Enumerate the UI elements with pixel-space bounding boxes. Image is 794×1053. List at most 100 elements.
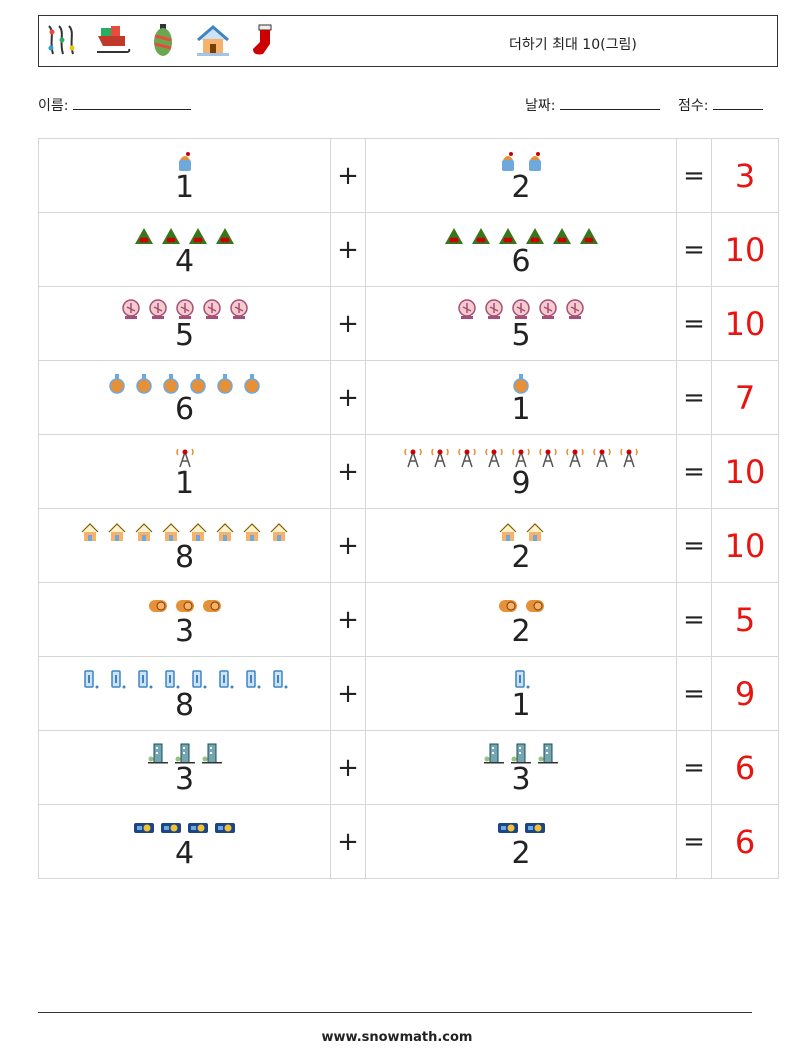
addend-b-icons	[366, 518, 676, 542]
sleigh-icon	[97, 26, 131, 53]
house-icon	[216, 522, 234, 541]
addend-a-icons	[39, 296, 330, 320]
addend-b-icons	[366, 296, 676, 320]
name-label: 이름:	[38, 98, 69, 114]
addend-a-cell: 6	[38, 360, 331, 435]
tower-icon	[566, 448, 584, 467]
holly-icon	[579, 227, 598, 244]
bucket-icon	[178, 151, 191, 171]
score-field: 점수:	[678, 95, 763, 115]
addend-a-cell: 3	[38, 582, 331, 657]
tower-icon	[512, 448, 530, 467]
equals-sign: =	[676, 212, 712, 287]
house-icon	[135, 522, 153, 541]
log-icon	[498, 599, 517, 612]
addend-a-cell: 8	[38, 508, 331, 583]
log-icon	[202, 599, 221, 612]
plus-sign: +	[330, 730, 366, 805]
problem-row: 3 +3 = 6	[38, 730, 779, 805]
answer[interactable]: 10	[711, 434, 779, 509]
projector-icon	[134, 822, 154, 833]
addend-b-icons	[366, 814, 676, 838]
answer[interactable]: 7	[711, 360, 779, 435]
date-blank[interactable]	[559, 95, 660, 110]
addend-a-cell: 1	[38, 138, 331, 213]
addend-b-cell: 2	[365, 804, 677, 879]
addend-a: 3	[174, 613, 195, 649]
problem-row: 5 +5 = 10	[38, 286, 779, 361]
answer[interactable]: 5	[711, 582, 779, 657]
answer[interactable]: 10	[711, 508, 779, 583]
tower-icon	[485, 448, 503, 467]
ornament-icon	[154, 24, 172, 56]
addend-b: 2	[511, 835, 531, 871]
snowglobe-icon	[148, 298, 167, 319]
tower-icon	[539, 448, 557, 467]
building-icon	[538, 743, 558, 763]
problems-table: 1 +2 = 3 4 +6 = 10 5 +5 = 10 6 +1 = 7 1 +9 = 10 8 +2 = 10 3 +2 = 5 8…	[38, 138, 779, 879]
tower-icon	[458, 448, 476, 467]
addend-a: 8	[174, 539, 195, 575]
stocking-icon	[253, 24, 272, 55]
projector-icon	[215, 822, 235, 833]
answer[interactable]: 10	[711, 212, 779, 287]
tower-icon	[404, 448, 422, 467]
building-icon	[484, 743, 504, 763]
answer[interactable]: 6	[711, 804, 779, 879]
log-icon	[175, 599, 194, 612]
house-icon	[499, 522, 516, 541]
building-icon	[174, 743, 195, 763]
addend-a-cell: 5	[38, 286, 331, 361]
holly-icon	[444, 227, 463, 244]
building-icon	[147, 743, 168, 763]
projector-icon	[161, 822, 181, 833]
bucket-icon	[501, 151, 514, 171]
score-blank[interactable]	[712, 95, 763, 110]
lantern-icon	[515, 669, 530, 688]
addend-b-icons	[366, 444, 676, 468]
house-icon	[526, 522, 543, 541]
equals-sign: =	[676, 730, 712, 805]
addend-a-icons	[39, 814, 330, 838]
answer[interactable]: 3	[711, 138, 779, 213]
name-field: 이름:	[38, 95, 191, 115]
addend-b: 2	[511, 169, 531, 205]
equals-sign: =	[676, 582, 712, 657]
projector-icon	[188, 822, 208, 833]
equals-sign: =	[676, 656, 712, 731]
answer[interactable]: 6	[711, 730, 779, 805]
addend-b: 1	[511, 687, 531, 723]
holly-icon	[525, 227, 544, 244]
potion-icon	[217, 373, 233, 394]
potion-icon	[244, 373, 260, 394]
addend-b: 5	[511, 317, 531, 353]
holly-icon	[552, 227, 571, 244]
holly-icon	[135, 227, 153, 244]
addend-a-icons	[39, 370, 330, 394]
addend-b-icons	[366, 740, 676, 764]
addend-a: 1	[174, 169, 195, 205]
equals-sign: =	[676, 508, 712, 583]
problem-row: 4 +6 = 10	[38, 212, 779, 287]
potion-icon	[190, 373, 206, 394]
name-blank[interactable]	[72, 95, 191, 110]
string-lights-icon	[48, 25, 75, 55]
house-icon	[189, 522, 207, 541]
addend-b: 3	[511, 761, 531, 797]
log-icon	[148, 599, 167, 612]
tower-icon	[431, 448, 449, 467]
addend-b: 6	[511, 243, 531, 279]
worksheet-header: 더하기 최대 10(그림)	[38, 15, 778, 67]
answer[interactable]: 10	[711, 286, 779, 361]
addend-a-icons	[39, 518, 330, 542]
equals-sign: =	[676, 804, 712, 879]
snowglobe-icon	[485, 298, 503, 319]
plus-sign: +	[330, 804, 366, 879]
lantern-icon	[192, 669, 207, 688]
header-icons	[45, 22, 281, 58]
addend-a-icons	[39, 666, 330, 690]
addend-a-icons	[39, 148, 330, 172]
addend-a-icons	[39, 222, 330, 246]
answer[interactable]: 9	[711, 656, 779, 731]
lantern-icon	[84, 669, 99, 688]
